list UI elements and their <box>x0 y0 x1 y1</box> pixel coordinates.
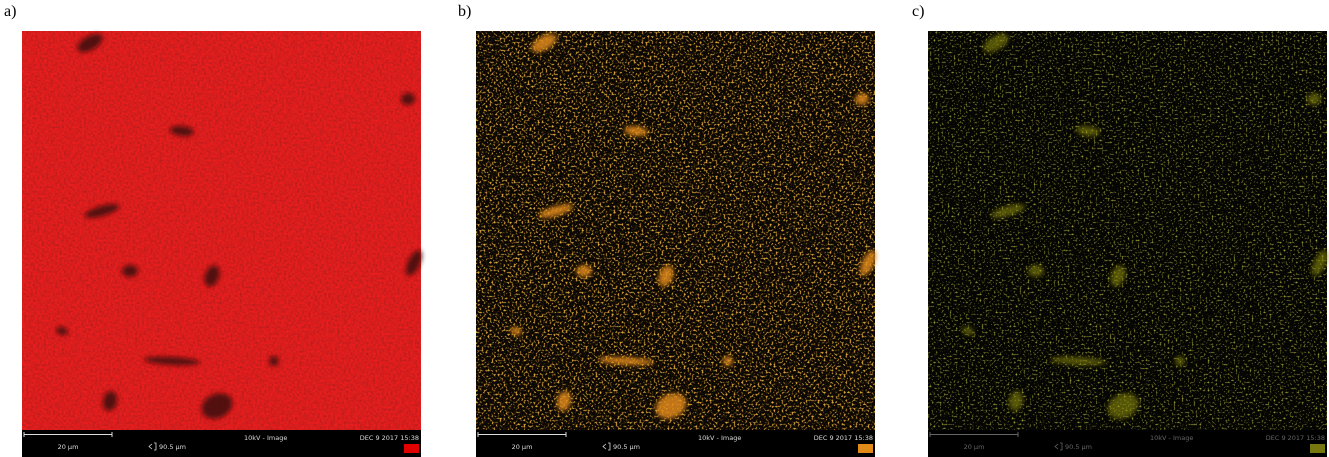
date: DEC 9 2017 15:38 <box>814 434 873 442</box>
mode: 10kV - Image <box>698 434 741 442</box>
feature <box>723 356 733 366</box>
feature <box>1307 92 1321 106</box>
feature <box>144 356 200 366</box>
mode: 10kV - Image <box>244 434 287 442</box>
field-width: 90.5 µm <box>159 443 186 451</box>
scale-bar <box>23 432 113 437</box>
feature <box>624 125 648 137</box>
feature <box>84 204 120 218</box>
date: DEC 9 2017 15:38 <box>360 434 419 442</box>
feature <box>598 356 654 366</box>
feature <box>122 264 138 278</box>
element-badge <box>1310 444 1325 453</box>
feature <box>1311 250 1329 276</box>
scale-bar <box>929 432 1019 437</box>
map-noise <box>928 31 1327 430</box>
width-icon <box>1054 442 1063 451</box>
map-features <box>510 33 877 419</box>
feature <box>658 265 674 287</box>
map-noise <box>22 31 421 430</box>
panel-label: a) <box>4 3 16 20</box>
feature <box>1076 125 1100 137</box>
feature <box>170 125 194 137</box>
feature <box>405 250 423 276</box>
panel-label: b) <box>458 3 471 20</box>
map-features <box>56 33 423 419</box>
feature <box>1107 393 1139 419</box>
feature <box>962 326 974 336</box>
scale-label: 20 µm <box>512 443 533 451</box>
feature <box>204 265 220 287</box>
feature <box>201 393 233 419</box>
scale-bar <box>477 432 567 437</box>
feature <box>1175 356 1185 366</box>
date: DEC 9 2017 15:38 <box>1266 434 1325 442</box>
element-badge <box>404 444 419 453</box>
panel-label: c) <box>912 3 924 20</box>
width-icon <box>602 442 611 451</box>
feature <box>855 92 869 106</box>
feature <box>538 204 574 218</box>
feature <box>983 33 1009 53</box>
feature <box>56 326 68 336</box>
feature <box>990 204 1026 218</box>
map-noise <box>476 31 875 430</box>
feature <box>1110 265 1126 287</box>
element-badge <box>858 444 873 453</box>
feature <box>401 92 415 106</box>
feature <box>269 356 279 366</box>
feature <box>531 33 557 53</box>
panel: b) 20 µm 90.5 µm 10kV - Image DEC 9 2017 15:… <box>458 3 877 457</box>
width-icon <box>148 442 157 451</box>
feature <box>1008 391 1024 411</box>
scale-label: 20 µm <box>58 443 79 451</box>
panel: a) 20 µm 90.5 µm 10kV - Image DEC 9 2017 15:… <box>4 3 423 457</box>
field-width: 90.5 µm <box>613 443 640 451</box>
feature <box>1028 264 1044 278</box>
feature <box>510 326 522 336</box>
feature <box>576 264 592 278</box>
scale-label: 20 µm <box>964 443 985 451</box>
field-width: 90.5 µm <box>1065 443 1092 451</box>
feature <box>102 391 118 411</box>
feature <box>77 33 103 53</box>
mode: 10kV - Image <box>1150 434 1193 442</box>
feature <box>859 250 877 276</box>
panel: c) 20 µm 90.5 µm 10kV - Image DEC 9 2017 15:… <box>912 3 1329 457</box>
feature <box>556 391 572 411</box>
map-features <box>962 33 1329 419</box>
feature <box>655 393 687 419</box>
feature <box>1050 356 1106 366</box>
